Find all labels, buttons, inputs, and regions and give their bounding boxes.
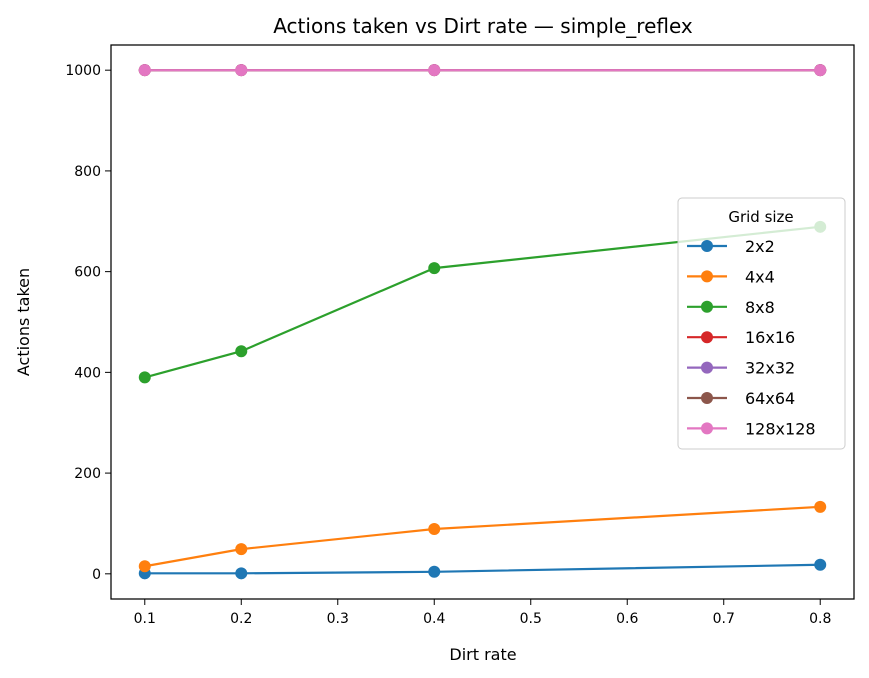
data-point [428, 565, 441, 578]
x-tick-label: 0.4 [423, 611, 445, 627]
chart-title: Actions taken vs Dirt rate — simple_refl… [273, 14, 693, 38]
data-point [814, 558, 827, 571]
data-point [138, 560, 151, 573]
legend-entry: 64x64 [687, 389, 795, 408]
data-point [814, 500, 827, 513]
legend-label: 16x16 [745, 328, 795, 347]
legend-entries: 2x2 4x4 8x8 16x16 32x32 64x64 128x128 [687, 237, 816, 438]
series-line [144, 563, 821, 575]
x-tick-label: 0.8 [809, 611, 831, 627]
legend-marker [701, 331, 713, 344]
legend-entry: 2x2 [687, 237, 775, 256]
legend-entry: 4x4 [687, 267, 775, 286]
legend-marker [701, 392, 713, 404]
y-axis: 0 200 400 600 800 1000 [65, 63, 111, 583]
legend-marker [701, 361, 713, 374]
x-axis: 0.1 0.2 0.3 0.4 0.5 0.6 0.7 0.8 [134, 599, 831, 627]
y-tick-label: 600 [74, 265, 101, 281]
x-tick-label: 0.3 [327, 611, 349, 627]
legend-marker [701, 270, 713, 283]
legend-entry: 128x128 [687, 419, 816, 438]
data-point [138, 64, 151, 77]
series-line [144, 225, 821, 379]
y-tick-label: 400 [74, 365, 101, 381]
x-tick-label: 0.6 [616, 611, 638, 627]
x-tick-label: 0.2 [230, 611, 252, 627]
series-128x128 [138, 64, 827, 77]
legend-label: 128x128 [745, 419, 816, 438]
legend: Grid size 2x2 4x4 8x8 16x16 32x32 64x64 128x12… [677, 197, 846, 450]
legend-label: 8x8 [745, 298, 775, 317]
legend-entry: 16x16 [687, 328, 795, 347]
legend-label: 32x32 [745, 359, 795, 378]
x-tick-label: 0.7 [713, 611, 735, 627]
legend-label: 64x64 [745, 389, 795, 408]
data-point [235, 64, 248, 77]
series-4x4 [138, 500, 827, 573]
legend-marker [701, 300, 713, 313]
legend-marker [701, 240, 713, 252]
data-point [428, 522, 441, 535]
legend-marker [701, 422, 713, 435]
y-tick-label: 1000 [65, 63, 101, 79]
x-tick-label: 0.1 [134, 611, 156, 627]
legend-entry: 8x8 [687, 298, 775, 317]
series-2x2 [138, 558, 827, 580]
data-point [138, 371, 151, 384]
y-tick-label: 200 [74, 466, 101, 482]
data-point [428, 64, 441, 77]
x-axis-label: Dirt rate [449, 645, 516, 664]
data-point [428, 262, 441, 275]
legend-label: 4x4 [745, 267, 775, 286]
legend-label: 2x2 [745, 237, 775, 256]
y-tick-label: 800 [74, 164, 101, 180]
data-point [235, 345, 248, 358]
y-axis-label: Actions taken [14, 268, 33, 376]
series-line [144, 505, 821, 568]
legend-title: Grid size [728, 208, 793, 226]
x-tick-label: 0.5 [520, 611, 542, 627]
y-tick-label: 0 [92, 567, 101, 583]
legend-box [677, 197, 846, 450]
plot-frame [110, 44, 855, 600]
legend-entry: 32x32 [687, 359, 795, 378]
data-point [235, 543, 248, 556]
data-point [235, 567, 248, 580]
data-point [814, 64, 827, 77]
